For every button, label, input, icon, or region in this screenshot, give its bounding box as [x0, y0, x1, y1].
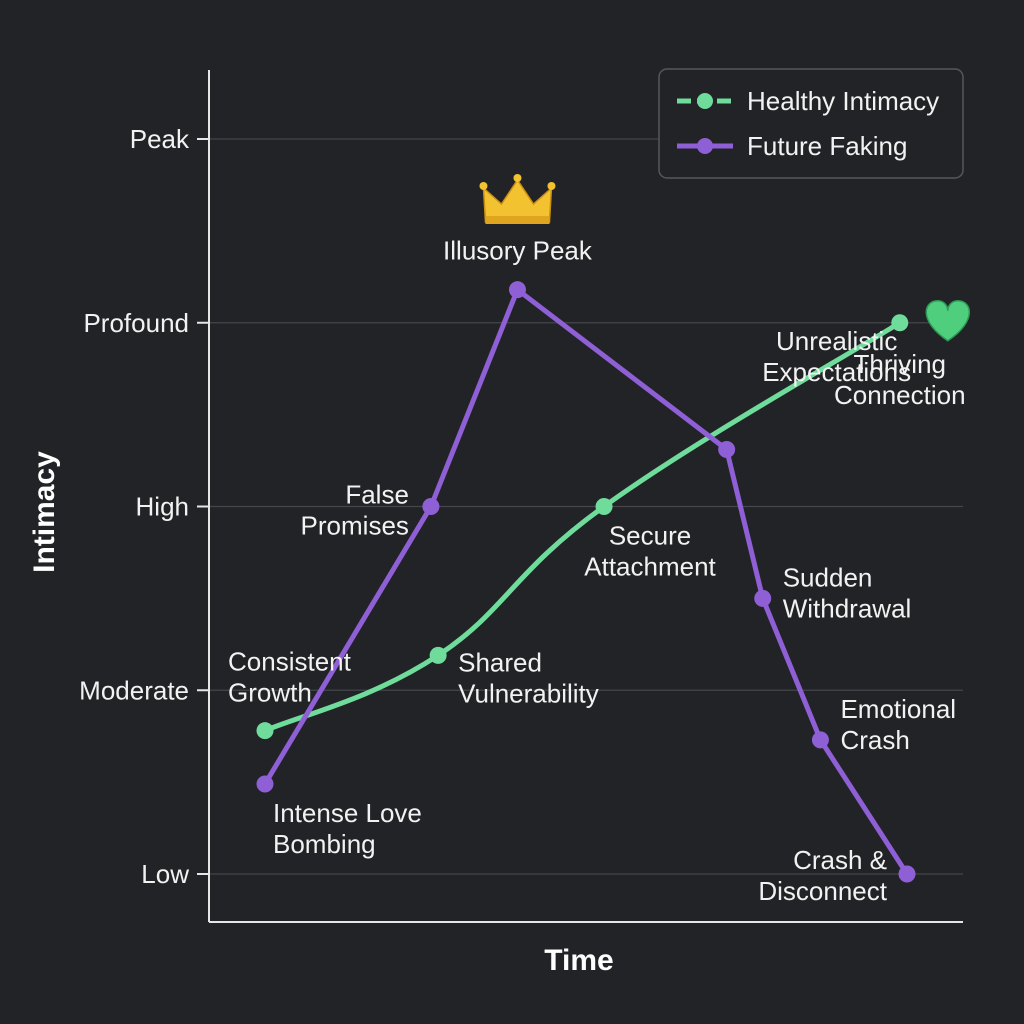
point-label: Consistent Growth: [228, 647, 352, 708]
legend-swatch-marker: [697, 93, 713, 109]
data-point-faking-0: [256, 775, 274, 793]
point-labels: Consistent Growth Shared Vulnerability Secur…: [228, 236, 966, 906]
legend: Healthy Intimacy Future Faking: [658, 68, 964, 179]
point-label: Secure Attachment: [584, 521, 716, 582]
crown-gem: [479, 182, 488, 190]
point-label: Emotional Crash: [840, 694, 956, 755]
point-label: False Promises: [301, 480, 409, 541]
data-point-faking-5: [811, 731, 829, 749]
point-label: Sudden Withdrawal: [783, 562, 912, 623]
data-point-faking-1: [422, 498, 440, 515]
heart-shape: [925, 299, 971, 342]
y-tick-label-high: High: [136, 492, 189, 522]
point-label: Thriving Connection: [834, 349, 966, 410]
data-point-healthy-2: [595, 498, 613, 515]
legend-label: Healthy Intimacy: [747, 86, 939, 116]
annotation-icons: [479, 174, 971, 342]
legend-label: Future Faking: [747, 131, 907, 161]
legend-box: [658, 68, 964, 179]
data-point-healthy-0: [256, 722, 274, 740]
data-point-faking-6: [898, 865, 916, 883]
y-tick-label-peak: Peak: [130, 124, 190, 154]
point-label: Unrealistic Expectations: [762, 326, 911, 387]
crown-icon: [479, 174, 556, 224]
y-tick-label-profound: Profound: [83, 308, 189, 338]
y-tick-label-low: Low: [141, 859, 189, 889]
x-axis-title: Time: [544, 944, 613, 977]
data-point-healthy-1: [429, 646, 447, 664]
series-line-healthy-intimacy: [262, 320, 903, 734]
y-tick-label-moderate: Moderate: [79, 675, 189, 705]
point-label: Crash & Disconnect: [758, 845, 887, 906]
point-label: Shared Vulnerability: [458, 647, 599, 708]
heart-icon: [925, 299, 971, 342]
legend-swatch-marker: [697, 138, 713, 154]
series-points: [256, 281, 916, 883]
grid-lines: [209, 138, 963, 875]
data-point-faking-4: [754, 589, 772, 607]
data-point-healthy-3: [891, 314, 909, 332]
axes: Low Moderate High Profound Peak: [79, 70, 963, 923]
data-point-faking-2: [508, 281, 526, 299]
data-point-faking-3: [718, 441, 736, 459]
crown-body: [482, 178, 553, 223]
crown-gem: [547, 182, 556, 190]
point-label: Illusory Peak: [443, 236, 593, 266]
point-label: Intense Love Bombing: [273, 798, 422, 859]
crown-gem: [513, 174, 522, 182]
crown-band: [485, 216, 550, 224]
y-axis-title: Intimacy: [28, 451, 61, 573]
